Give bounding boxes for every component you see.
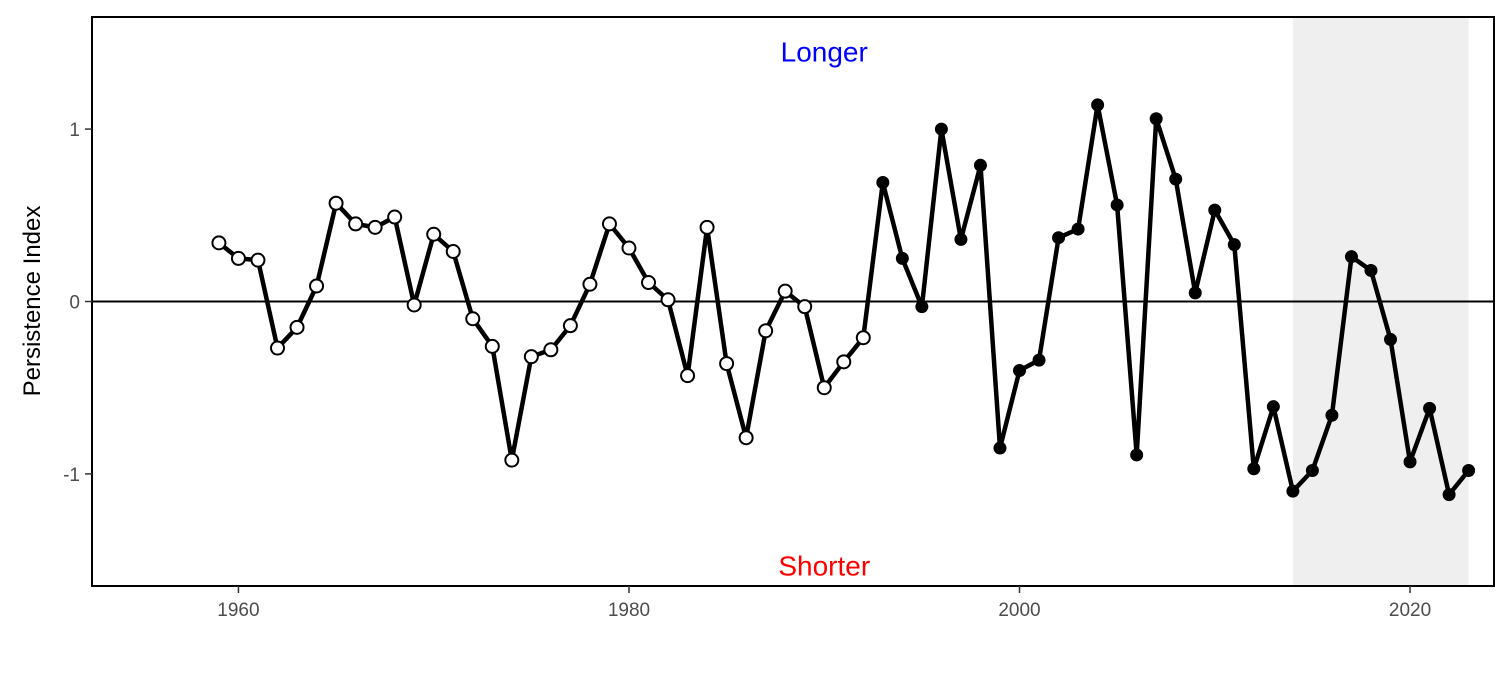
data-point xyxy=(1266,400,1280,414)
data-point xyxy=(445,243,461,259)
y-tick-label: 0 xyxy=(69,293,80,314)
axes: 1960 1980 2000 2020 -1 0 1 xyxy=(63,16,1495,621)
data-point xyxy=(504,452,520,468)
data-point xyxy=(1149,112,1163,126)
data-point xyxy=(465,311,481,327)
data-point xyxy=(895,251,909,265)
data-point xyxy=(1169,172,1183,186)
data-point xyxy=(993,441,1007,455)
data-point xyxy=(719,356,735,372)
data-point xyxy=(289,319,305,335)
data-point xyxy=(777,283,793,299)
data-point xyxy=(426,226,442,242)
data-point xyxy=(1305,463,1319,477)
data-point xyxy=(348,216,364,232)
data-point xyxy=(934,122,948,136)
data-point xyxy=(270,340,286,356)
data-point xyxy=(582,276,598,292)
x-tick-label: 1980 xyxy=(608,600,650,621)
data-point xyxy=(601,216,617,232)
data-point xyxy=(855,330,871,346)
data-point xyxy=(641,275,657,291)
data-point xyxy=(1462,463,1476,477)
data-point xyxy=(1052,231,1066,245)
data-point xyxy=(328,195,344,211)
data-point xyxy=(523,349,539,365)
annotation-shorter: Shorter xyxy=(778,550,870,581)
data-point xyxy=(797,299,813,315)
data-point xyxy=(1091,98,1105,112)
data-point xyxy=(660,292,676,308)
data-point xyxy=(1227,238,1241,252)
annotation-longer: Longer xyxy=(781,36,868,67)
data-point xyxy=(1013,363,1027,377)
data-point xyxy=(543,342,559,358)
data-point xyxy=(1130,448,1144,462)
data-point xyxy=(738,430,754,446)
data-point xyxy=(1286,484,1300,498)
data-point xyxy=(1423,401,1437,415)
data-point xyxy=(621,240,637,256)
data-point xyxy=(211,235,227,251)
data-point xyxy=(1032,353,1046,367)
data-point xyxy=(250,252,266,268)
y-axis-title: Persistence Index xyxy=(19,206,46,397)
data-point xyxy=(1364,263,1378,277)
data-point xyxy=(1188,286,1202,300)
data-point xyxy=(1344,250,1358,264)
data-point xyxy=(367,219,383,235)
x-tick-label: 2000 xyxy=(998,600,1040,621)
data-point xyxy=(562,318,578,334)
data-point xyxy=(1325,408,1339,422)
data-point xyxy=(406,297,422,313)
data-point xyxy=(1071,222,1085,236)
data-point xyxy=(876,176,890,190)
data-point xyxy=(1403,455,1417,469)
data-point xyxy=(1247,462,1261,476)
data-point xyxy=(915,300,929,314)
plot-area: Longer Shorter xyxy=(92,17,1494,586)
data-point xyxy=(816,380,832,396)
y-tick-label: 1 xyxy=(69,120,80,141)
data-point xyxy=(699,219,715,235)
data-point xyxy=(680,368,696,384)
data-point xyxy=(230,250,246,266)
data-point xyxy=(484,338,500,354)
data-point xyxy=(387,209,403,225)
data-point xyxy=(758,323,774,339)
y-tick-label: -1 xyxy=(63,465,80,486)
data-point xyxy=(836,354,852,370)
data-point xyxy=(954,232,968,246)
data-point xyxy=(973,158,987,172)
data-point xyxy=(1442,488,1456,502)
data-point xyxy=(1384,332,1398,346)
data-point xyxy=(1208,203,1222,217)
data-point xyxy=(309,278,325,294)
x-tick-label: 2020 xyxy=(1389,600,1431,621)
data-point xyxy=(1110,198,1124,212)
x-tick-label: 1960 xyxy=(217,600,259,621)
